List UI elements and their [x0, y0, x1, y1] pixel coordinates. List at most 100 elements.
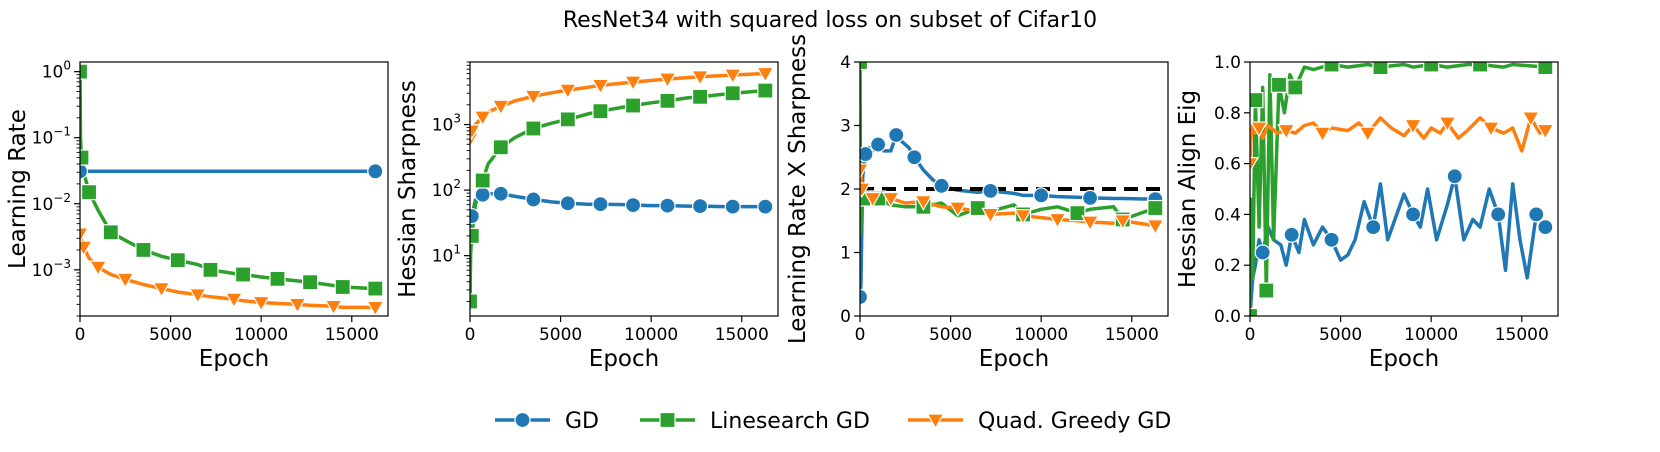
- marker-quad-greedy-gd: [524, 89, 543, 106]
- marker-quad-greedy-gd: [558, 83, 577, 100]
- marker-quad-greedy-gd: [80, 227, 90, 244]
- marker-linesearch-gd: [1471, 62, 1489, 73]
- marker-quad-greedy-gd: [152, 281, 171, 298]
- marker-linesearch-gd: [1287, 79, 1304, 96]
- marker-linesearch-gd: [1372, 62, 1389, 76]
- marker-gd: [1323, 231, 1340, 248]
- y-axis-label: Learning Rate: [5, 109, 31, 269]
- marker-gd: [1537, 219, 1554, 236]
- marker-quad-greedy-gd: [1438, 116, 1457, 133]
- x-tick-label: 5000: [1319, 325, 1362, 345]
- marker-gd: [691, 197, 709, 215]
- x-axis-label: Epoch: [1369, 346, 1439, 372]
- marker-linesearch-gd: [334, 278, 351, 296]
- y-tick-label: 1.0: [1214, 53, 1241, 73]
- marker-gd: [906, 149, 923, 166]
- marker-quad-greedy-gd: [756, 66, 775, 83]
- marker-gd: [1490, 206, 1507, 223]
- marker-quad-greedy-gd: [1113, 214, 1132, 230]
- marker-linesearch-gd: [1270, 76, 1288, 93]
- marker-quad-greedy-gd: [1081, 215, 1100, 232]
- legend-label-quad-greedy: Quad. Greedy GD: [978, 409, 1171, 434]
- marker-quad-greedy-gd: [591, 78, 610, 95]
- marker-linesearch-gd: [102, 224, 119, 241]
- y-tick-label: 101: [432, 243, 461, 267]
- x-tick-label: 10000: [1404, 325, 1458, 345]
- marker-quad-greedy-gd: [1313, 126, 1332, 143]
- marker-gd: [559, 195, 576, 212]
- y-tick-label: 0.0: [1214, 307, 1241, 327]
- x-tick-label: 0: [1245, 325, 1256, 345]
- marker-linesearch-gd: [269, 270, 286, 287]
- marker-gd: [474, 186, 491, 203]
- marker-gd: [1404, 206, 1422, 223]
- marker-quad-greedy-gd: [981, 207, 1000, 224]
- marker-linesearch-gd: [202, 261, 219, 278]
- marker-quad-greedy-gd: [1481, 121, 1500, 138]
- series-line-gd: [860, 133, 1156, 298]
- legend-item-gd: GD: [495, 409, 599, 434]
- marker-linesearch-gd: [80, 184, 98, 201]
- marker-gd: [933, 177, 950, 194]
- marker-linesearch-gd: [659, 92, 676, 109]
- x-tick-label: 0: [465, 325, 476, 345]
- marker-quad-greedy-gd: [89, 260, 108, 277]
- marker-quad-greedy-gd: [1048, 212, 1067, 229]
- marker-linesearch-gd: [525, 120, 542, 137]
- marker-quad-greedy-gd: [288, 297, 307, 314]
- panel-learning-rate: 0 5000 10000 15000 100 10−1 10−2 10−3 Epoch Learn…: [5, 59, 389, 372]
- marker-quad-greedy-gd: [658, 72, 677, 89]
- legend-marker-gd: [514, 411, 531, 429]
- y-tick-label: 103: [432, 112, 461, 136]
- marker-linesearch-gd: [1423, 62, 1440, 73]
- marker-gd: [888, 126, 905, 144]
- marker-quad-greedy-gd: [948, 201, 967, 218]
- y-tick-label: 10−2: [32, 191, 71, 215]
- series-line-linesearch-gd: [80, 71, 376, 291]
- axes-frame: [79, 61, 389, 317]
- y-tick-label: 100: [42, 59, 71, 83]
- marker-gd: [1033, 187, 1050, 204]
- marker-linesearch-gd: [559, 111, 576, 128]
- marker-linesearch-gd: [301, 274, 319, 291]
- marker-gd: [659, 197, 676, 214]
- y-tick-label: 10−1: [32, 125, 71, 149]
- legend-marker-quad-greedy: [926, 413, 945, 430]
- marker-quad-greedy-gd: [1014, 209, 1033, 225]
- marker-gd: [80, 163, 89, 180]
- x-tick-label: 10000: [234, 325, 288, 345]
- marker-quad-greedy-gd: [691, 70, 710, 87]
- marker-linesearch-gd: [474, 172, 491, 189]
- marker-gd: [724, 198, 741, 215]
- marker-gd: [470, 208, 480, 225]
- marker-gd: [1254, 244, 1271, 261]
- marker-linesearch-gd: [691, 88, 709, 105]
- series-line-quad-greedy-gd: [470, 71, 766, 140]
- marker-quad-greedy-gd: [366, 300, 385, 316]
- y-axis-label: Hessian Sharpness: [395, 80, 421, 298]
- marker-gd: [624, 197, 642, 214]
- marker-gd: [1283, 226, 1300, 243]
- marker-linesearch-gd: [492, 139, 509, 156]
- legend-label-gd: GD: [565, 409, 599, 434]
- marker-linesearch-gd: [169, 252, 186, 269]
- axes-frame: [469, 61, 779, 317]
- marker-linesearch-gd: [80, 149, 90, 166]
- legend: GD Linesearch GD Quad. Greedy GD: [495, 409, 1171, 434]
- y-tick-label: 3: [840, 117, 851, 137]
- marker-quad-greedy-gd: [470, 124, 481, 141]
- marker-linesearch-gd: [234, 266, 252, 283]
- marker-quad-greedy-gd: [1277, 123, 1296, 140]
- marker-gd: [982, 182, 999, 200]
- marker-linesearch-gd: [1069, 205, 1086, 222]
- x-axis-label: Epoch: [979, 346, 1049, 372]
- marker-linesearch-gd: [860, 62, 869, 71]
- marker-linesearch-gd: [135, 241, 152, 259]
- series-group: [470, 66, 775, 310]
- marker-gd: [592, 196, 609, 213]
- marker-gd: [492, 185, 509, 202]
- x-tick-label: 10000: [1014, 325, 1068, 345]
- series-line-gd: [470, 191, 766, 302]
- marker-gd: [1081, 189, 1099, 206]
